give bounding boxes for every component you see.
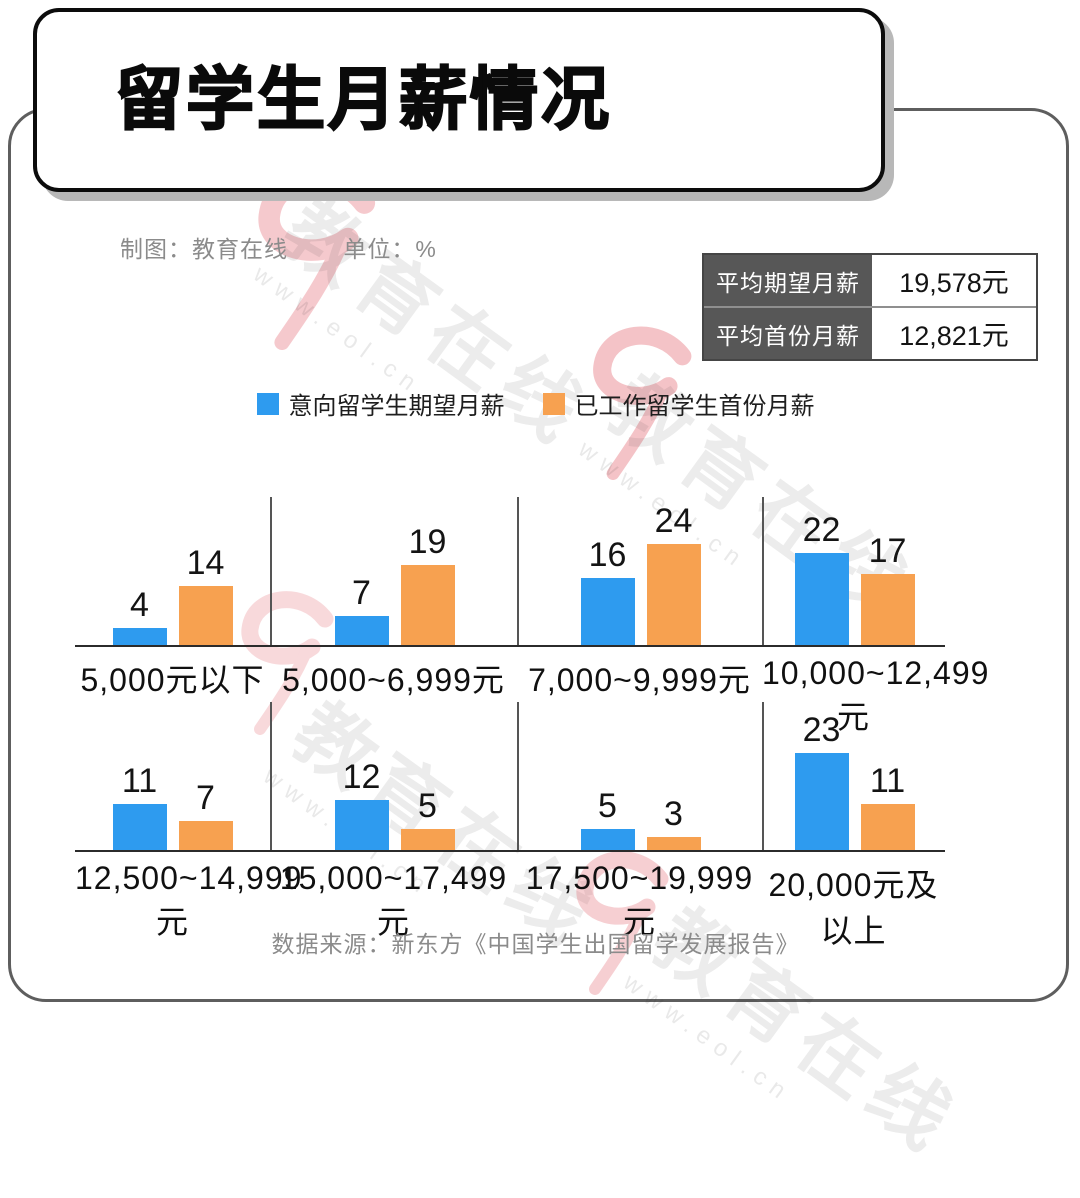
chart-row-bottom: 11 7 12 5 5 3 23 11 12,500~14,999元 15,000~17,499…	[75, 702, 945, 952]
bar-value-label: 24	[654, 502, 693, 540]
stat-label: 平均期望月薪	[704, 255, 872, 306]
bar-column: 3	[646, 702, 701, 850]
bar	[178, 586, 233, 645]
bar	[646, 544, 701, 645]
bar-value-label: 14	[186, 544, 225, 582]
category-label: 7,000~9,999元	[528, 662, 751, 698]
bar-group: 16 24	[517, 497, 762, 645]
legend-swatch-blue	[256, 392, 279, 415]
summary-table: 平均期望月薪 19,578元 平均首份月薪 12,821元	[702, 253, 1038, 361]
legend-label: 意向留学生期望月薪	[288, 393, 505, 420]
category-label: 12,500~14,999元	[75, 860, 303, 940]
bar-column: 7	[178, 702, 233, 850]
bar-column: 19	[400, 497, 455, 645]
bar-column: 14	[178, 497, 233, 645]
credit-label: 制图：教育在线	[120, 236, 288, 262]
bar-group: 4 14	[75, 497, 270, 645]
bar	[112, 628, 167, 645]
bar-value-label: 7	[196, 779, 215, 817]
bar-value-label: 7	[352, 574, 371, 612]
chart-row-top: 4 14 7 19 16 24 22 17 5,000元以下 5,000~6,999元 7,000…	[75, 497, 990, 738]
bar	[400, 565, 455, 645]
bar	[580, 578, 635, 645]
category-label: 10,000~12,499元	[762, 655, 990, 735]
bar-group: 22 17	[762, 497, 945, 645]
bar-column: 17	[860, 497, 915, 645]
bar-value-label: 4	[130, 586, 149, 624]
bar-value-label: 23	[802, 711, 841, 749]
bar-column: 23	[794, 702, 849, 850]
category-label: 17,500~19,999元	[525, 860, 754, 940]
bar	[794, 553, 849, 645]
bar-column: 16	[580, 497, 635, 645]
bar-value-label: 11	[869, 762, 906, 800]
bar-column: 11	[112, 702, 167, 850]
chart-row-labels: 12,500~14,999元 15,000~17,499元 17,500~19,99…	[75, 852, 945, 952]
meta-line: 制图：教育在线 单位：%	[120, 230, 437, 264]
bar	[794, 753, 849, 850]
bar-column: 11	[860, 702, 915, 850]
infographic-stage: 教育在线 www.eol.cn 教育在线 www.eol.cn 教育在线 www…	[8, 8, 1069, 1171]
bar-value-label: 22	[802, 511, 841, 549]
chart-legend: 意向留学生期望月薪 已工作留学生首份月薪	[8, 386, 1063, 421]
bar-value-label: 3	[664, 795, 683, 833]
chart-row-plot: 4 14 7 19 16 24 22 17	[75, 497, 945, 647]
bar-value-label: 12	[342, 758, 381, 796]
category-label: 20,000元及以上	[768, 867, 939, 949]
category-label: 5,000元以下	[80, 662, 265, 698]
bar-group: 23 11	[762, 702, 945, 850]
stat-value: 19,578元	[872, 255, 1036, 306]
bar-group: 12 5	[270, 702, 517, 850]
bar	[334, 616, 389, 645]
bar	[860, 574, 915, 645]
title-box: 留学生月薪情况	[33, 8, 885, 192]
bar-column: 24	[646, 497, 701, 645]
bar-column: 5	[400, 702, 455, 850]
bar	[400, 829, 455, 850]
data-source: 数据来源：新东方《中国学生出国留学发展报告》	[271, 931, 800, 957]
bar-value-label: 19	[408, 523, 447, 561]
legend-item-first-salary: 已工作留学生首份月薪	[542, 386, 815, 421]
bar-column: 22	[794, 497, 849, 645]
bar	[580, 829, 635, 850]
category-label: 15,000~17,499元	[279, 860, 508, 940]
chart-row-labels: 5,000元以下 5,000~6,999元 7,000~9,999元 10,000~1…	[75, 647, 990, 738]
bar-column: 12	[334, 702, 389, 850]
bar-column: 5	[580, 702, 635, 850]
page-title: 留学生月薪情况	[114, 61, 613, 139]
chart-row-plot: 11 7 12 5 5 3 23 11	[75, 702, 945, 852]
bar	[860, 804, 915, 850]
bar-value-label: 16	[588, 536, 627, 574]
bar-value-label: 17	[868, 532, 907, 570]
bar-value-label: 11	[121, 762, 158, 800]
legend-label: 已工作留学生首份月薪	[574, 393, 815, 420]
table-row: 平均期望月薪 19,578元	[704, 255, 1036, 306]
bar	[178, 821, 233, 850]
stat-label: 平均首份月薪	[704, 308, 872, 359]
legend-item-expected: 意向留学生期望月薪	[256, 386, 505, 421]
bar	[112, 804, 167, 850]
table-row: 平均首份月薪 12,821元	[704, 306, 1036, 359]
bar-value-label: 5	[418, 787, 437, 825]
bar-column: 4	[112, 497, 167, 645]
legend-swatch-orange	[542, 392, 565, 415]
bar	[646, 837, 701, 850]
stat-value: 12,821元	[872, 308, 1036, 359]
bar	[334, 800, 389, 850]
bar-group: 7 19	[270, 497, 517, 645]
bar-value-label: 5	[598, 787, 617, 825]
unit-label: 单位：%	[343, 236, 437, 262]
bar-group: 11 7	[75, 702, 270, 850]
category-label: 5,000~6,999元	[282, 662, 505, 698]
bar-column: 7	[334, 497, 389, 645]
